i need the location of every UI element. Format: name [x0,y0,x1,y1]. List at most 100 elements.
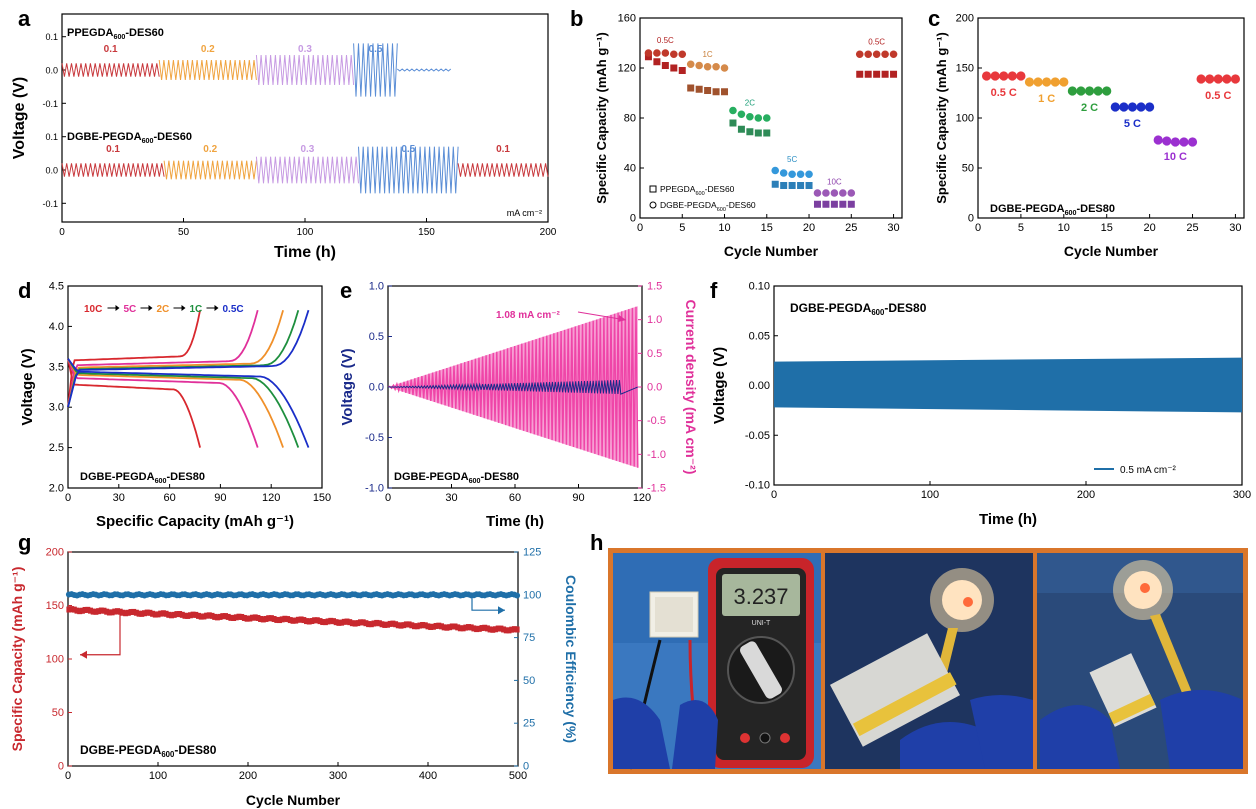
y-tick-label: 120 [618,63,636,75]
data-point [1127,102,1138,112]
y-tick-label: -0.1 [42,199,58,209]
capacity-point [201,613,207,620]
rate-label: 0.5C [868,37,885,46]
discharge-curve [67,358,284,448]
data-point [1059,77,1069,87]
efficiency-arrowhead [498,606,505,615]
sample-note: DGBE-PEGDA600-DES80 [80,743,217,759]
data-point-circle [754,114,763,122]
photo-cut-cell-lit-bulb [1037,553,1243,769]
y2-axis-label: Current density (mA cm⁻²) [683,300,699,475]
capacity-point [352,620,358,627]
capacity-point [82,606,88,613]
y-tick-label: 25 [523,718,535,730]
capacity-point [271,616,277,623]
y-tick-label: 0.0 [369,382,384,394]
current-density-label: 0.2 [201,44,215,55]
capacity-point [117,608,123,615]
data-point-circle [695,61,703,70]
voltage-trace [358,146,459,194]
capacity-point [139,610,145,617]
capacity-point [79,607,85,614]
x-tick-label: 30 [113,492,125,504]
data-point-square [856,70,864,78]
y-tick-label: 0.1 [45,32,58,42]
capacity-point [179,611,185,618]
charge-curve [67,310,201,408]
data-point-circle [855,50,864,59]
x-axis-label: Specific Capacity (mAh g⁻¹) [96,513,294,530]
y-tick-label: 3.0 [49,402,64,414]
capacity-point [468,624,474,631]
data-point-square [729,119,737,127]
capacity-point [366,621,372,628]
capacity-point [425,623,431,630]
voltage-trace [61,163,165,177]
capacity-point [444,624,450,631]
capacity-point [401,622,407,629]
y-tick-label: -1.0 [647,449,666,461]
capacity-point [409,622,415,629]
y-tick-label: 4.5 [49,281,64,293]
x-tick-label: 0 [65,770,71,782]
multimeter-brand: UNI-T [752,620,771,627]
discharge-curve [67,358,310,448]
capacity-point [474,626,480,633]
capacity-point [344,618,350,625]
y-tick-label: 80 [624,113,636,125]
rate-label: 10C [827,177,842,186]
y-tick-label: 1.5 [647,281,662,293]
y-tick-label: 0 [968,213,974,225]
x-tick-label: 50 [178,227,190,238]
capacity-point [112,608,118,615]
capacity-point [371,620,377,627]
capacity-point [128,609,134,616]
y-tick-label: 0 [523,761,529,773]
x-axis-label: Cycle Number [1064,243,1159,259]
capacity-point [322,619,328,626]
data-point-square [864,70,872,78]
y2-axis-label: Coulombic Efficiency (%) [563,575,579,743]
capacity-point [196,612,201,619]
subplot-name: PPEGDA600-DES60 [67,27,164,41]
capacity-point [452,623,458,630]
y-tick-label: 0.1 [45,132,58,142]
rate-label: 1C [702,50,712,59]
data-point-circle [813,189,822,197]
y-tick-label: 200 [46,547,64,559]
capacity-point [133,609,139,616]
x-tick-label: 0 [771,489,777,501]
capacity-point [198,613,204,620]
capacity-point [214,614,220,621]
capacity-point [439,623,444,630]
capacity-point [150,610,156,617]
capacity-point [463,624,469,631]
capacity-point [233,614,239,621]
capacity-point [136,610,142,617]
data-point-circle [796,170,805,179]
x-tick-label: 120 [262,492,280,504]
capacity-point [312,617,318,624]
y-tick-label: 50 [523,675,535,687]
legend: 10C 5C 2C 1C 0.5C [84,304,244,315]
capacity-point [163,610,169,617]
capacity-point [368,621,374,628]
charge-curve [67,309,310,408]
data-point-circle [686,60,695,69]
y-tick-label: 0.5 [369,331,384,343]
x-axis-label: Cycle Number [246,792,341,808]
chart-b: 0 5 10 15 20 25 30 0 40 80 120 160 Cycle Number Speci… [594,13,903,259]
y-tick-label: 100 [523,589,541,601]
capacity-point [166,611,172,618]
x-tick-label: 20 [1143,222,1155,234]
capacity-point [239,613,245,620]
data-point-circle [729,106,737,115]
data-point [1024,77,1035,87]
capacity-point [320,619,326,626]
annotation-label: 1.08 mA cm⁻² [496,310,560,321]
sample-note: DGBE-PEGDA600-DES80 [394,471,519,485]
data-point-square [873,70,881,78]
data-point [990,71,1000,81]
voltage-trace [255,54,355,86]
capacity-point [169,612,174,619]
